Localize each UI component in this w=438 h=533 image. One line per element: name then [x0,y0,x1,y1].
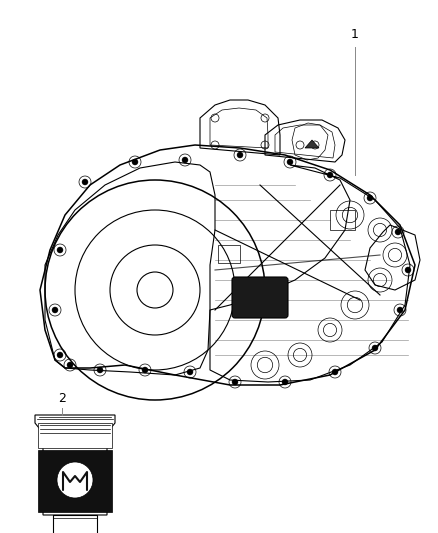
Circle shape [182,157,188,163]
Circle shape [372,345,378,351]
Circle shape [57,352,63,358]
Circle shape [232,379,238,385]
Circle shape [332,369,338,375]
Circle shape [142,367,148,373]
Text: 1: 1 [351,28,359,42]
Text: 2: 2 [58,392,66,405]
Circle shape [52,307,58,313]
Circle shape [237,152,243,158]
Bar [38,423,112,448]
Bar [218,245,240,263]
FancyBboxPatch shape [232,277,288,318]
Circle shape [57,462,93,498]
Circle shape [187,369,193,375]
Circle shape [82,179,88,185]
Circle shape [132,159,138,165]
Circle shape [97,367,103,373]
Circle shape [397,307,403,313]
Circle shape [395,229,401,235]
Circle shape [367,195,373,201]
Circle shape [67,362,73,368]
Bar [38,450,112,512]
Circle shape [287,159,293,165]
Circle shape [57,247,63,253]
Circle shape [405,267,411,273]
Bar [53,515,97,533]
Polygon shape [305,140,319,148]
Circle shape [282,379,288,385]
Bar [330,210,355,230]
Circle shape [327,172,333,178]
